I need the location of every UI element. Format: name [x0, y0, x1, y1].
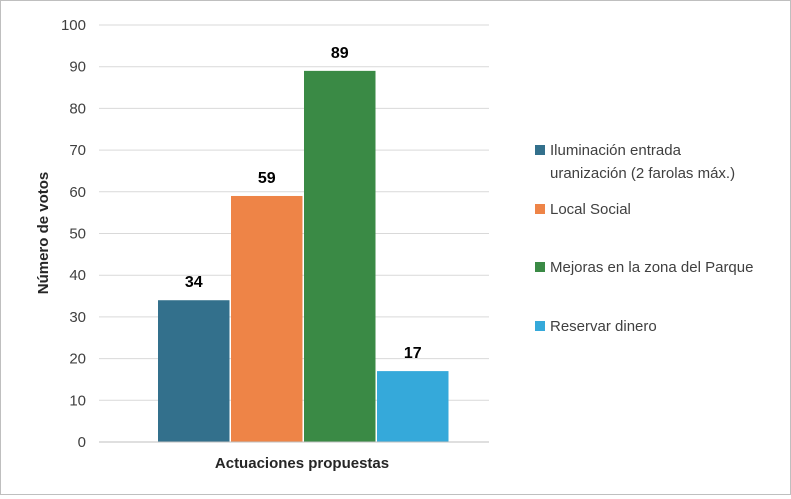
y-tick-label: 60: [69, 184, 86, 201]
y-tick-label: 30: [69, 309, 86, 326]
y-tick-label: 80: [69, 100, 86, 117]
bar: [377, 371, 449, 442]
y-tick-label: 100: [61, 17, 86, 34]
legend-swatch: [535, 262, 545, 272]
bar: [158, 300, 230, 442]
y-axis-ticks: 0 10 20 30 40 50 60 70 80 90 100: [61, 17, 86, 451]
y-tick-label: 50: [69, 226, 86, 243]
legend-label: Reservar dinero: [550, 318, 657, 335]
data-label: 89: [331, 45, 349, 62]
legend: Iluminación entrada uranización (2 farola…: [535, 142, 753, 335]
data-label: 59: [258, 170, 276, 187]
legend-label: uranización (2 farolas máx.): [550, 165, 735, 182]
y-tick-label: 0: [78, 434, 86, 451]
legend-label: Mejoras en la zona del Parque: [550, 259, 753, 276]
y-tick-label: 90: [69, 59, 86, 76]
y-tick-label: 10: [69, 392, 86, 409]
legend-swatch: [535, 204, 545, 214]
y-tick-label: 70: [69, 142, 86, 159]
y-tick-label: 40: [69, 267, 86, 284]
legend-label: Local Social: [550, 201, 631, 218]
legend-swatch: [535, 145, 545, 155]
bars: [158, 70, 449, 443]
legend-label: Iluminación entrada: [550, 142, 682, 159]
y-axis-title: Número de votos: [35, 172, 52, 295]
bar: [231, 195, 303, 442]
x-axis-title: Actuaciones propuestas: [215, 455, 389, 472]
data-label: 17: [404, 345, 422, 362]
y-tick-label: 20: [69, 351, 86, 368]
bar: [304, 70, 376, 443]
data-label: 34: [185, 274, 203, 291]
data-labels: 34 59 89 17: [185, 45, 422, 362]
legend-swatch: [535, 321, 545, 331]
